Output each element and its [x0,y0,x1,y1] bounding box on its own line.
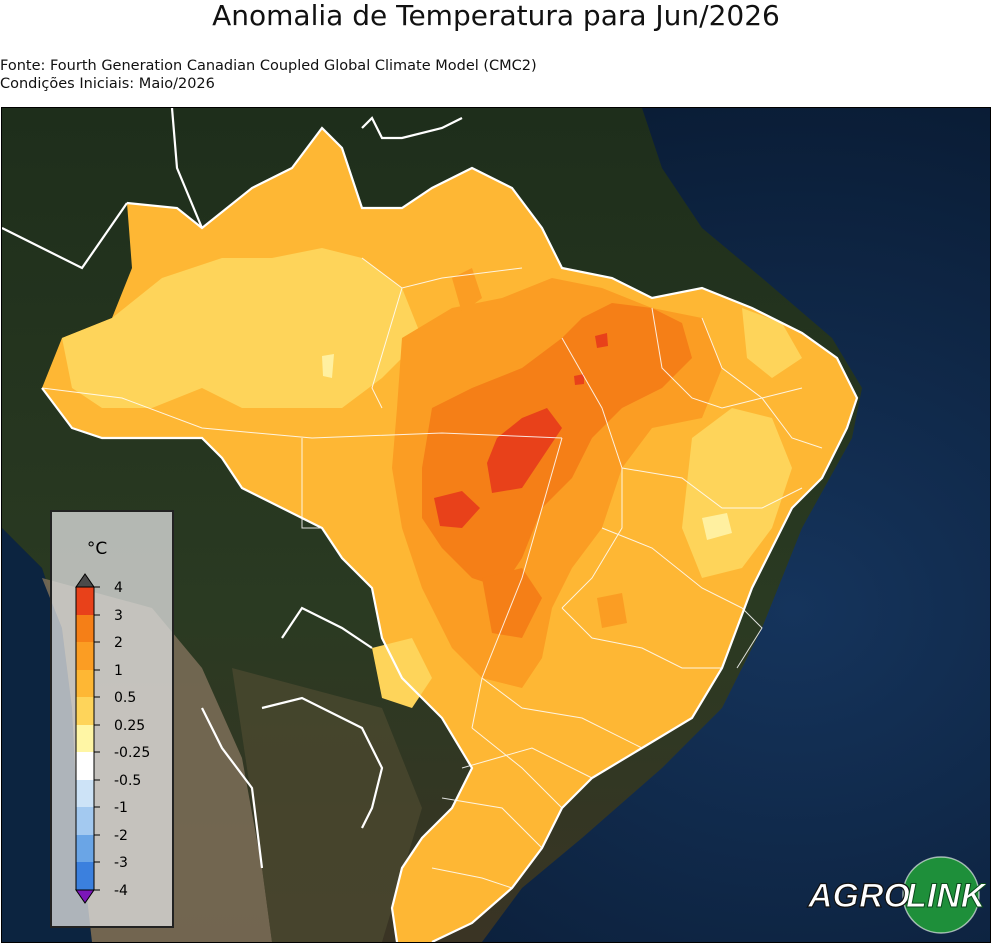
legend-ticks [94,586,100,891]
legend-bin-1-2 [76,670,94,697]
legend-label: -0.25 [114,745,151,761]
legend-bin-neg025 [76,780,94,807]
legend-bin-025-05 [76,725,94,752]
legend-colorbar: °C 4 3 [50,510,174,928]
legend-bin-05-1 [76,697,94,725]
map-title: Anomalia de Temperatura para Jun/2026 [212,0,780,32]
legend-bin-neg1 [76,835,94,862]
agrolink-logo-mark: AGRO LINK [806,856,988,934]
legend-bin-neutral [76,752,94,780]
anomaly-3-4 [422,303,692,588]
legend-color-ramp [75,573,100,904]
anomaly-2-3-north [452,268,482,313]
legend-label: 0.5 [114,690,137,706]
legend-label: 3 [114,608,123,624]
anomaly-025-small [702,513,732,540]
anomaly-4-plus-2 [434,491,480,528]
legend-label: 1 [114,663,123,679]
legend-label: 2 [114,635,123,651]
anomaly-05-1-pantanal [372,638,432,708]
legend-unit: °C [86,539,108,559]
legend-bin-4plus [76,587,94,615]
legend-label: -1 [114,800,128,816]
legend-over-triangle [75,573,95,588]
anomaly-05-1-northeast [742,308,802,378]
anomaly-4-plus-1 [487,408,562,493]
legend-under-triangle [75,889,95,904]
legend-label: -0.5 [114,773,142,789]
legend-label: 4 [114,580,123,596]
state-borders [41,257,823,889]
chaco-region [232,668,422,942]
country-borders [2,108,859,942]
initial-conditions-line: Condições Iniciais: Maio/2026 [0,76,215,92]
legend-bin-2-3 [76,642,94,670]
legend-label: -4 [114,883,128,899]
anomaly-4-plus-3 [595,333,608,348]
logo-text-right: LINK [906,877,986,915]
agrolink-logo: AGRO LINK [806,855,988,935]
anomaly-025-small-2 [322,354,334,378]
anomaly-4-plus-4 [574,374,584,385]
legend-label: -3 [114,855,128,871]
source-line: Fonte: Fourth Generation Canadian Couple… [0,58,537,74]
legend-label: 0.25 [114,718,146,734]
legend-label: -2 [114,828,128,844]
legend-bin-neg2 [76,862,94,890]
legend-bin-neg05 [76,807,94,835]
legend-bin-3-4 [76,615,94,642]
anomaly-2-3-southeast [597,593,627,628]
logo-text-left: AGRO [807,877,910,915]
